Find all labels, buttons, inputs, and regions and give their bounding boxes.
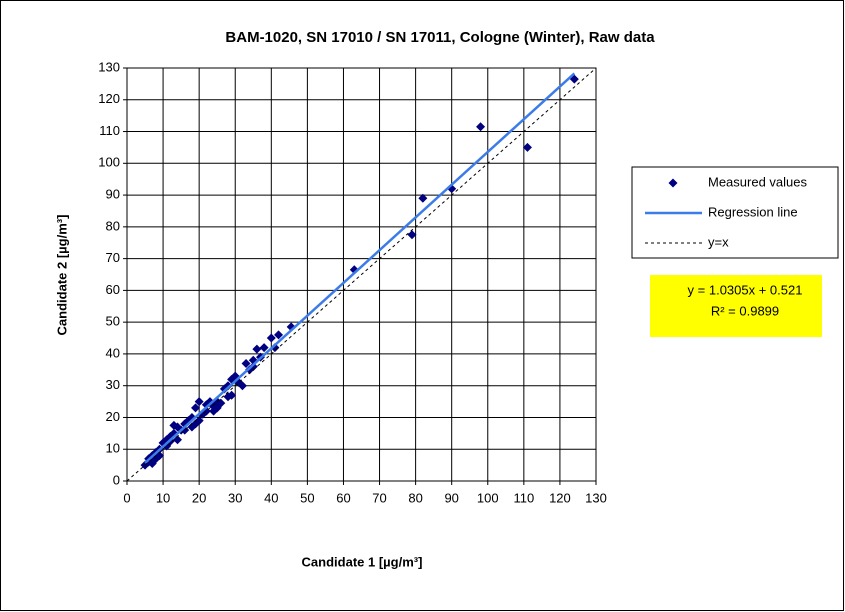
data-point bbox=[522, 142, 532, 152]
x-tick-label: 50 bbox=[300, 490, 314, 505]
annotation-text: R² = 0.9899 bbox=[711, 303, 779, 318]
y-tick-label: 80 bbox=[106, 218, 120, 233]
data-point bbox=[270, 343, 280, 353]
data-point bbox=[219, 384, 229, 394]
data-point bbox=[191, 403, 201, 413]
y-tick-label: 100 bbox=[98, 155, 120, 170]
data-point bbox=[476, 122, 486, 132]
legend-label: y=x bbox=[708, 234, 729, 249]
annotation-text: y = 1.0305x + 0.521 bbox=[688, 282, 803, 297]
data-point bbox=[266, 333, 276, 343]
data-point bbox=[241, 358, 251, 368]
data-point bbox=[223, 392, 233, 402]
y-tick-label: 10 bbox=[106, 441, 120, 456]
x-tick-label: 30 bbox=[228, 490, 242, 505]
legend-label: Measured values bbox=[708, 174, 807, 189]
chart-title: BAM-1020, SN 17010 / SN 17011, Cologne (… bbox=[225, 29, 655, 46]
x-tick-label: 80 bbox=[408, 490, 422, 505]
y-tick-label: 130 bbox=[98, 59, 120, 74]
x-tick-label: 40 bbox=[264, 490, 278, 505]
y-tick-label: 110 bbox=[99, 123, 120, 138]
y-tick-label: 60 bbox=[106, 282, 120, 297]
x-tick-label: 10 bbox=[156, 490, 170, 505]
x-tick-label: 0 bbox=[123, 490, 130, 505]
series-line bbox=[144, 72, 576, 464]
y-tick-label: 50 bbox=[106, 314, 120, 329]
y-tick-label: 40 bbox=[106, 345, 120, 360]
x-tick-label: 20 bbox=[192, 490, 206, 505]
y-tick-label: 90 bbox=[106, 187, 120, 202]
data-point bbox=[407, 230, 417, 240]
x-tick-label: 70 bbox=[372, 490, 386, 505]
data-point bbox=[201, 400, 211, 410]
series-line bbox=[126, 67, 597, 482]
x-tick-label: 100 bbox=[477, 490, 499, 505]
y-tick-label: 30 bbox=[106, 377, 120, 392]
legend-marker bbox=[668, 178, 678, 188]
y-tick-label: 70 bbox=[106, 250, 120, 265]
data-point bbox=[169, 420, 179, 430]
data-point bbox=[194, 416, 204, 426]
data-point bbox=[259, 343, 269, 353]
data-point bbox=[274, 330, 284, 340]
y-tick-label: 0 bbox=[113, 472, 120, 487]
data-point bbox=[173, 435, 183, 445]
data-point bbox=[418, 193, 428, 203]
y-axis-title: Candidate 2 [µg/m³] bbox=[54, 215, 69, 336]
x-tick-label: 90 bbox=[444, 490, 458, 505]
x-axis-title: Candidate 1 [µg/m³] bbox=[302, 554, 423, 569]
data-point bbox=[252, 344, 262, 354]
annotation-box bbox=[650, 275, 822, 337]
y-tick-label: 20 bbox=[106, 409, 120, 424]
x-tick-label: 130 bbox=[585, 490, 607, 505]
legend-box bbox=[631, 166, 839, 259]
data-point bbox=[194, 397, 204, 407]
data-point bbox=[187, 422, 197, 432]
x-tick-label: 60 bbox=[336, 490, 350, 505]
x-tick-label: 110 bbox=[513, 490, 534, 505]
legend-label: Regression line bbox=[708, 204, 798, 219]
x-tick-label: 120 bbox=[549, 490, 571, 505]
y-tick-label: 120 bbox=[98, 91, 120, 106]
data-point bbox=[209, 406, 219, 416]
plot-border bbox=[126, 67, 597, 482]
